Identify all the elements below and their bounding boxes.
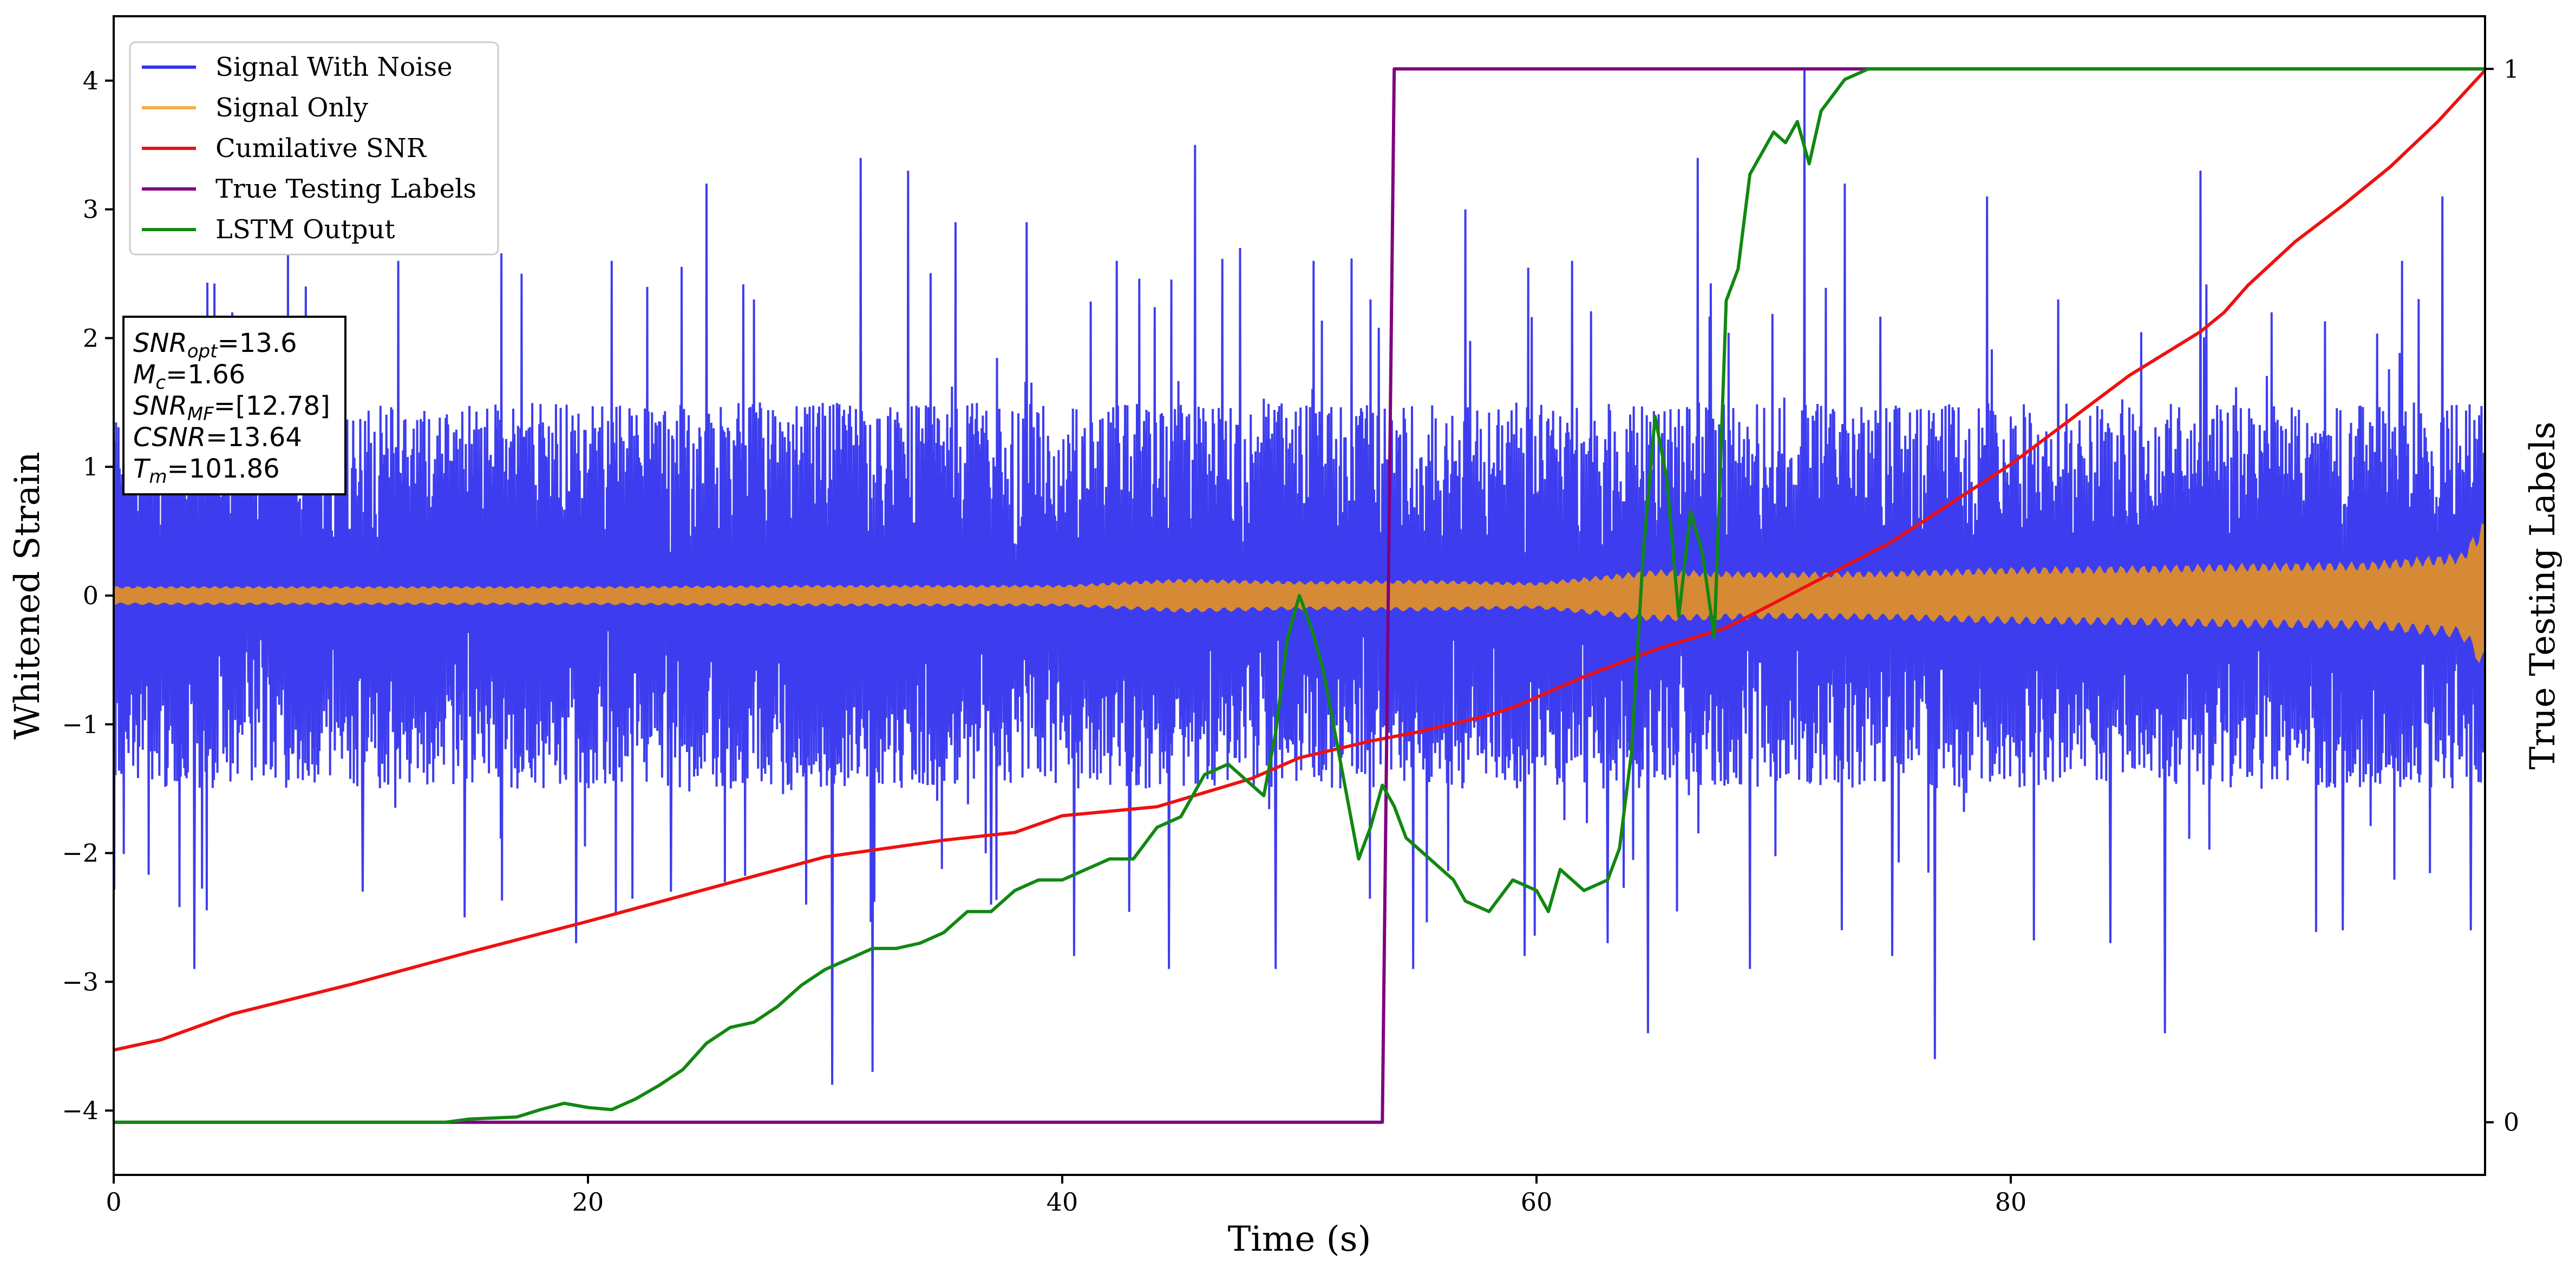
y-tick-label-left: 1 [83, 452, 99, 481]
info-line: Mc=1.66 [133, 360, 245, 394]
y-tick-label-left: −2 [62, 839, 99, 868]
legend-entry-label: Signal Only [215, 93, 368, 123]
x-axis-label: Time (s) [1228, 1219, 1371, 1259]
info-line: SNRopt=13.6 [133, 328, 297, 362]
lstm-output-line [114, 67, 2485, 1124]
y-tick-label-left: −4 [62, 1096, 99, 1125]
x-tick-label: 60 [1521, 1187, 1553, 1217]
y-axis-label-left: Whitened Strain [8, 452, 48, 739]
y-tick-label-right: 0 [2503, 1108, 2519, 1137]
x-tick-label: 20 [572, 1187, 604, 1217]
y-tick-label-left: 4 [83, 66, 99, 95]
y-tick-label-left: 0 [83, 581, 99, 610]
series-signal-only [114, 522, 2485, 663]
series-lstm-output [114, 67, 2485, 1124]
x-tick-label: 40 [1047, 1187, 1078, 1217]
legend-entry-label: Signal With Noise [215, 52, 453, 82]
y-tick-label-left: −3 [62, 967, 99, 996]
legend-entry-label: LSTM Output [215, 214, 395, 245]
series-cumilative-snr [114, 69, 2485, 1052]
y-tick-label-left: 2 [83, 323, 99, 352]
legend-entry-label: True Testing Labels [215, 174, 476, 204]
info-line: CSNR=13.64 [133, 422, 302, 453]
x-tick-label: 0 [106, 1187, 121, 1217]
signal-only-band [114, 522, 2485, 663]
info-line: Tm=101.86 [133, 454, 280, 488]
legend-frame [129, 41, 499, 256]
cumilative-snr-line [114, 69, 2485, 1052]
y-axis-label-right: True Testing Labels [2523, 422, 2563, 770]
info-box-frame [122, 316, 346, 495]
y-tick-label-right: 1 [2503, 54, 2519, 83]
info-line: SNRMF=[12.78] [133, 391, 330, 425]
y-tick-label-left: 3 [83, 195, 99, 224]
legend-entry-label: Cumilative SNR [215, 133, 427, 164]
y-tick-label-left: −1 [62, 710, 99, 739]
info-box: SNRopt=13.6Mc=1.66SNRMF=[12.78]CSNR=13.6… [122, 316, 346, 495]
x-tick-label: 80 [1995, 1187, 2027, 1217]
legend: Signal With Noise Signal Only Cumilative S… [129, 41, 499, 256]
